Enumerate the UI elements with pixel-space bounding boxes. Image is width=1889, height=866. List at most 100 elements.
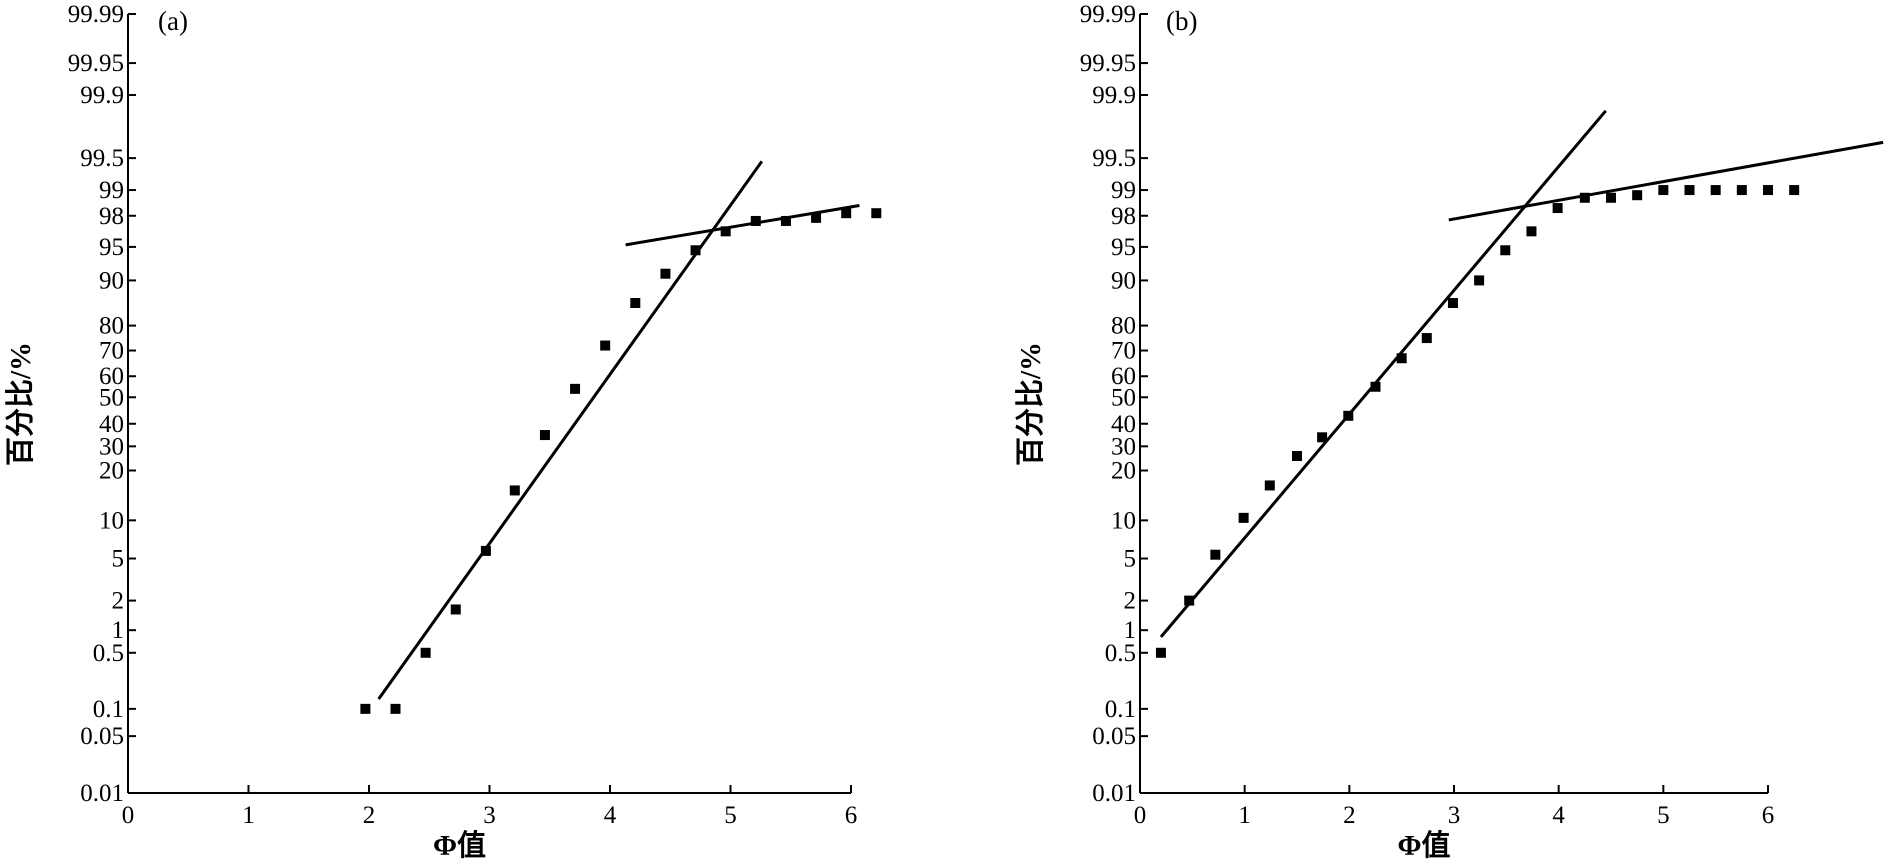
y-tick-label: 99.9 [1092, 82, 1136, 109]
data-point [1763, 185, 1773, 196]
y-tick-label: 0.1 [1105, 696, 1136, 723]
x-tick-label: 6 [845, 802, 858, 829]
y-tick-label: 10 [1111, 507, 1136, 534]
fit-line [377, 160, 764, 700]
y-tick-label: 98 [1111, 203, 1136, 230]
data-point [1684, 185, 1695, 196]
fit-line [1448, 140, 1884, 222]
y-tick-label: 60 [99, 363, 124, 390]
y-tick-label: 0.01 [1092, 780, 1136, 807]
data-point [1606, 192, 1616, 203]
data-point [1447, 298, 1458, 309]
data-point [1370, 381, 1381, 392]
data-point [1238, 512, 1249, 523]
data-point [570, 383, 581, 394]
y-tick-label: 99.99 [68, 1, 124, 28]
y-tick-label: 0.05 [1092, 723, 1136, 750]
data-point [1292, 451, 1302, 462]
y-tick-label: 99.5 [80, 145, 124, 172]
y-tick-label: 0.01 [80, 780, 124, 807]
data-point [1474, 275, 1485, 286]
y-tick-label: 5 [112, 546, 125, 573]
data-point [1210, 549, 1221, 560]
x-tick-label: 2 [1343, 802, 1356, 829]
data-point [1710, 185, 1721, 196]
y-tick-label: 10 [99, 507, 124, 534]
y-tick-label: 20 [99, 457, 124, 484]
y-tick-label: 0.5 [93, 640, 124, 667]
data-point [1421, 333, 1432, 344]
data-point [1396, 353, 1407, 364]
data-point [1632, 190, 1643, 201]
data-point [1552, 203, 1563, 214]
y-tick-label: 0.5 [1105, 640, 1136, 667]
y-tick-label: 40 [1111, 411, 1136, 438]
data-point [539, 430, 550, 441]
data-point [360, 703, 371, 714]
y-tick-label: 90 [1111, 267, 1136, 294]
y-tick-label: 80 [99, 313, 124, 340]
y-tick-label: 30 [1111, 433, 1136, 460]
data-point [750, 215, 761, 226]
y-tick-label: 99.9 [80, 82, 124, 109]
x-axis-title: Φ值 [1397, 829, 1450, 861]
data-point [630, 298, 641, 309]
data-point [841, 208, 852, 219]
data-point [720, 226, 731, 237]
y-tick-label: 80 [1111, 313, 1136, 340]
x-tick-label: 6 [1762, 802, 1775, 829]
data-point [1264, 480, 1275, 491]
y-tick-label: 99.95 [1080, 50, 1136, 77]
y-tick-label: 99 [1111, 177, 1136, 204]
x-tick-label: 1 [1238, 802, 1251, 829]
y-tick-label: 30 [99, 433, 124, 460]
data-point [509, 485, 520, 496]
y-tick-label: 99 [99, 177, 124, 204]
data-point [871, 208, 882, 219]
data-point [1155, 647, 1166, 658]
y-tick-label: 95 [1111, 234, 1136, 261]
panel-label: (a) [158, 6, 188, 36]
y-tick-label: 0.1 [93, 696, 124, 723]
y-tick-label: 5 [1124, 546, 1137, 573]
fit-line [1159, 109, 1607, 638]
data-point [1658, 185, 1669, 196]
x-tick-label: 0 [122, 802, 135, 829]
x-axis-title: Φ值 [433, 829, 486, 861]
y-axis-title: 百分比/% [4, 342, 37, 466]
data-point [1184, 595, 1195, 606]
data-point [1343, 410, 1354, 421]
x-tick-label: 3 [483, 802, 496, 829]
y-axis-title: 百分比/% [1014, 342, 1047, 466]
panel-b: 0.010.050.10.512510203040506070809095989… [1014, 1, 1884, 862]
data-point [780, 215, 791, 226]
data-point [480, 545, 491, 556]
panel-a: 0.010.050.10.512510203040506070809095989… [4, 1, 882, 862]
data-point [420, 647, 431, 658]
data-point [1579, 192, 1590, 203]
y-tick-label: 2 [1124, 588, 1137, 615]
x-tick-label: 5 [724, 802, 737, 829]
panel-label: (b) [1166, 6, 1197, 36]
data-point [600, 340, 611, 351]
y-tick-label: 70 [99, 338, 124, 365]
x-tick-label: 4 [1552, 802, 1565, 829]
y-tick-label: 90 [99, 267, 124, 294]
y-tick-label: 50 [1111, 384, 1136, 411]
y-tick-label: 20 [1111, 457, 1136, 484]
y-tick-label: 98 [99, 203, 124, 230]
data-point [1736, 185, 1747, 196]
fit-line [625, 203, 860, 247]
data-point [1317, 432, 1328, 443]
y-tick-label: 1 [1124, 617, 1137, 644]
x-tick-label: 2 [363, 802, 376, 829]
y-tick-label: 70 [1111, 338, 1136, 365]
x-tick-label: 3 [1448, 802, 1461, 829]
y-tick-label: 99.95 [68, 50, 124, 77]
y-tick-label: 50 [99, 384, 124, 411]
data-point [1789, 185, 1800, 196]
y-tick-label: 95 [99, 234, 124, 261]
y-tick-label: 99.5 [1092, 145, 1136, 172]
